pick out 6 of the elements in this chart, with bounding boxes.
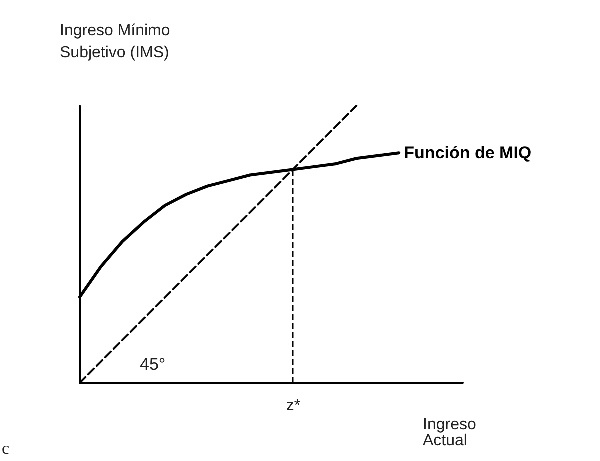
series-label: Función de MIQ [404,144,532,163]
annotation: 45° [140,355,166,374]
y-axis-title: Ingreso Mínimo Subjetivo (IMS) [60,22,170,62]
text: z* [286,398,301,414]
x-axis-title: Ingreso Actual [423,416,476,450]
text: c [2,439,10,458]
